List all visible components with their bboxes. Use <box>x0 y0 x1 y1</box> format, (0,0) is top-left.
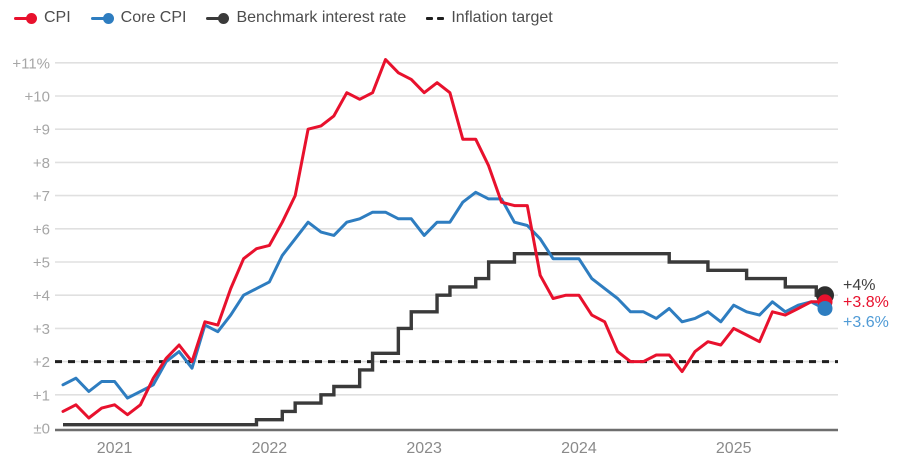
x-tick-label-2022: 2022 <box>252 440 288 457</box>
series-line-benchmark <box>63 252 824 427</box>
series-line-core-cpi <box>61 190 826 400</box>
end-label-core-cpi: +3.6% <box>843 314 889 331</box>
legend-label-inflation-target: Inflation target <box>451 9 553 26</box>
inflation-target-dashes-icon <box>426 13 445 24</box>
y-tick-label-3: +3 <box>33 321 50 338</box>
legend-item-inflation-target: Inflation target <box>426 9 553 27</box>
end-dot-core-cpi <box>817 300 833 316</box>
x-tick-label-2024: 2024 <box>561 440 597 457</box>
y-tick-label-4: +4 <box>33 288 50 305</box>
y-tick-label-0: ±0 <box>33 421 50 438</box>
y-tick-label-11: +11% <box>12 55 50 72</box>
x-tick-label-2023: 2023 <box>406 440 442 457</box>
legend-label-core-cpi: Core CPI <box>120 9 187 26</box>
legend-item-benchmark: Benchmark interest rate <box>206 9 406 27</box>
series-line-cpi <box>61 58 826 420</box>
legend-label-cpi: CPI <box>44 9 71 26</box>
end-label-benchmark: +4% <box>843 277 875 294</box>
core-cpi-line-dot-icon <box>90 12 114 24</box>
legend-item-cpi: CPI <box>14 9 71 27</box>
y-tick-label-5: +5 <box>33 255 50 272</box>
x-tick-label-2021: 2021 <box>97 440 133 457</box>
cpi-line-dot-icon <box>14 12 37 24</box>
y-tick-label-1: +1 <box>33 387 50 404</box>
end-label-cpi: +3.8% <box>843 294 889 311</box>
y-tick-label-2: +2 <box>33 354 50 371</box>
chart-legend: CPI Core CPI Benchmark interest rate Inflat… <box>14 9 553 27</box>
y-tick-label-8: +8 <box>33 155 50 172</box>
y-tick-label-9: +9 <box>33 122 50 139</box>
y-tick-label-10: +10 <box>25 89 50 106</box>
y-tick-label-6: +6 <box>33 221 50 238</box>
benchmark-line-dot-icon <box>206 12 230 24</box>
legend-item-core-cpi: Core CPI <box>90 9 187 27</box>
y-tick-label-7: +7 <box>33 188 50 205</box>
x-tick-label-2025: 2025 <box>716 440 752 457</box>
legend-label-benchmark: Benchmark interest rate <box>236 9 407 26</box>
